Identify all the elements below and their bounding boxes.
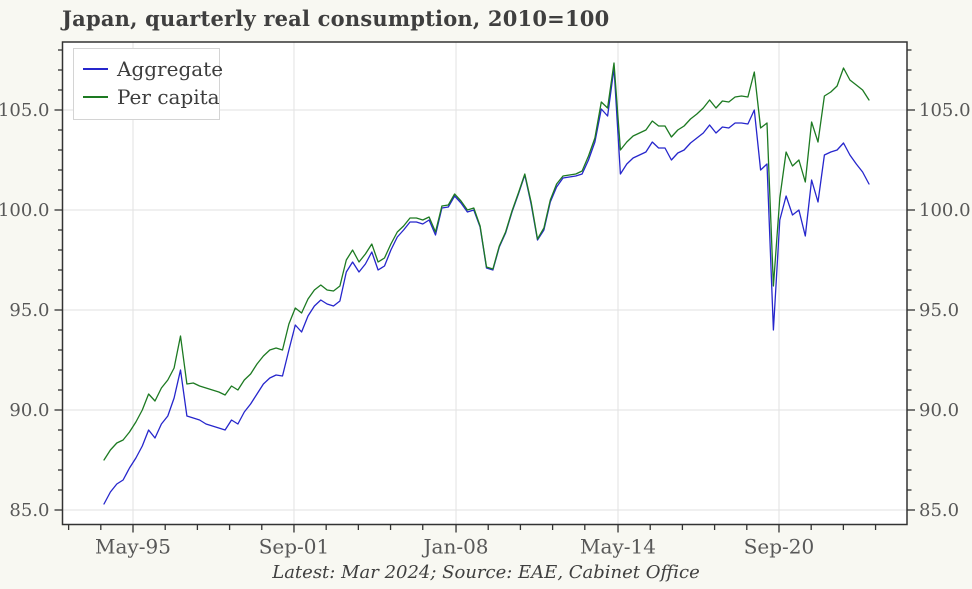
series-line-per-capita <box>103 62 870 461</box>
chart-title: Japan, quarterly real consumption, 2010=… <box>62 6 610 31</box>
x-axis-ticks <box>67 524 877 533</box>
plot-area <box>62 42 907 525</box>
y-tick-label-right: 100.0 <box>919 200 971 221</box>
y-tick-label-left: 105.0 <box>0 100 50 121</box>
legend-item-aggregate: Aggregate <box>83 57 223 81</box>
y-axis-right-labels: 85.0 90.0 95.0 100.0 105.0 <box>919 100 971 521</box>
grid-lines <box>62 42 907 525</box>
y-axis-left-labels: 85.0 90.0 95.0 100.0 105.0 <box>0 100 50 521</box>
y-tick-label-right: 85.0 <box>919 500 959 521</box>
y-tick-label-left: 95.0 <box>9 300 49 321</box>
x-tick-label: Sep-20 <box>744 535 815 559</box>
x-tick-label: May-14 <box>580 535 656 559</box>
y-tick-label-left: 100.0 <box>0 200 50 221</box>
x-tick-label: May-95 <box>95 535 171 559</box>
x-tick-label: Sep-01 <box>259 535 330 559</box>
plot-frame <box>61 41 908 526</box>
y-tick-label-right: 105.0 <box>919 100 971 121</box>
legend-label-per-capita: Per capita <box>117 85 220 109</box>
legend: Aggregate Per capita <box>73 48 223 120</box>
y-tick-label-right: 95.0 <box>919 300 959 321</box>
legend-item-per-capita: Per capita <box>83 85 220 109</box>
y-axis-ticks <box>54 49 915 511</box>
y-tick-label-right: 90.0 <box>919 400 959 421</box>
series-line-aggregate <box>103 67 870 505</box>
y-tick-label-left: 85.0 <box>9 500 49 521</box>
x-tick-labels: May-95 Sep-01 Jan-08 May-14 Sep-20 <box>95 535 814 559</box>
source-caption: Latest: Mar 2024; Source: EAE, Cabinet O… <box>272 562 700 583</box>
y-tick-label-left: 90.0 <box>9 400 49 421</box>
legend-swatch-aggregate <box>83 68 108 70</box>
legend-swatch-per-capita <box>83 96 108 98</box>
legend-label-aggregate: Aggregate <box>117 57 224 81</box>
x-tick-label: Jan-08 <box>422 535 489 559</box>
